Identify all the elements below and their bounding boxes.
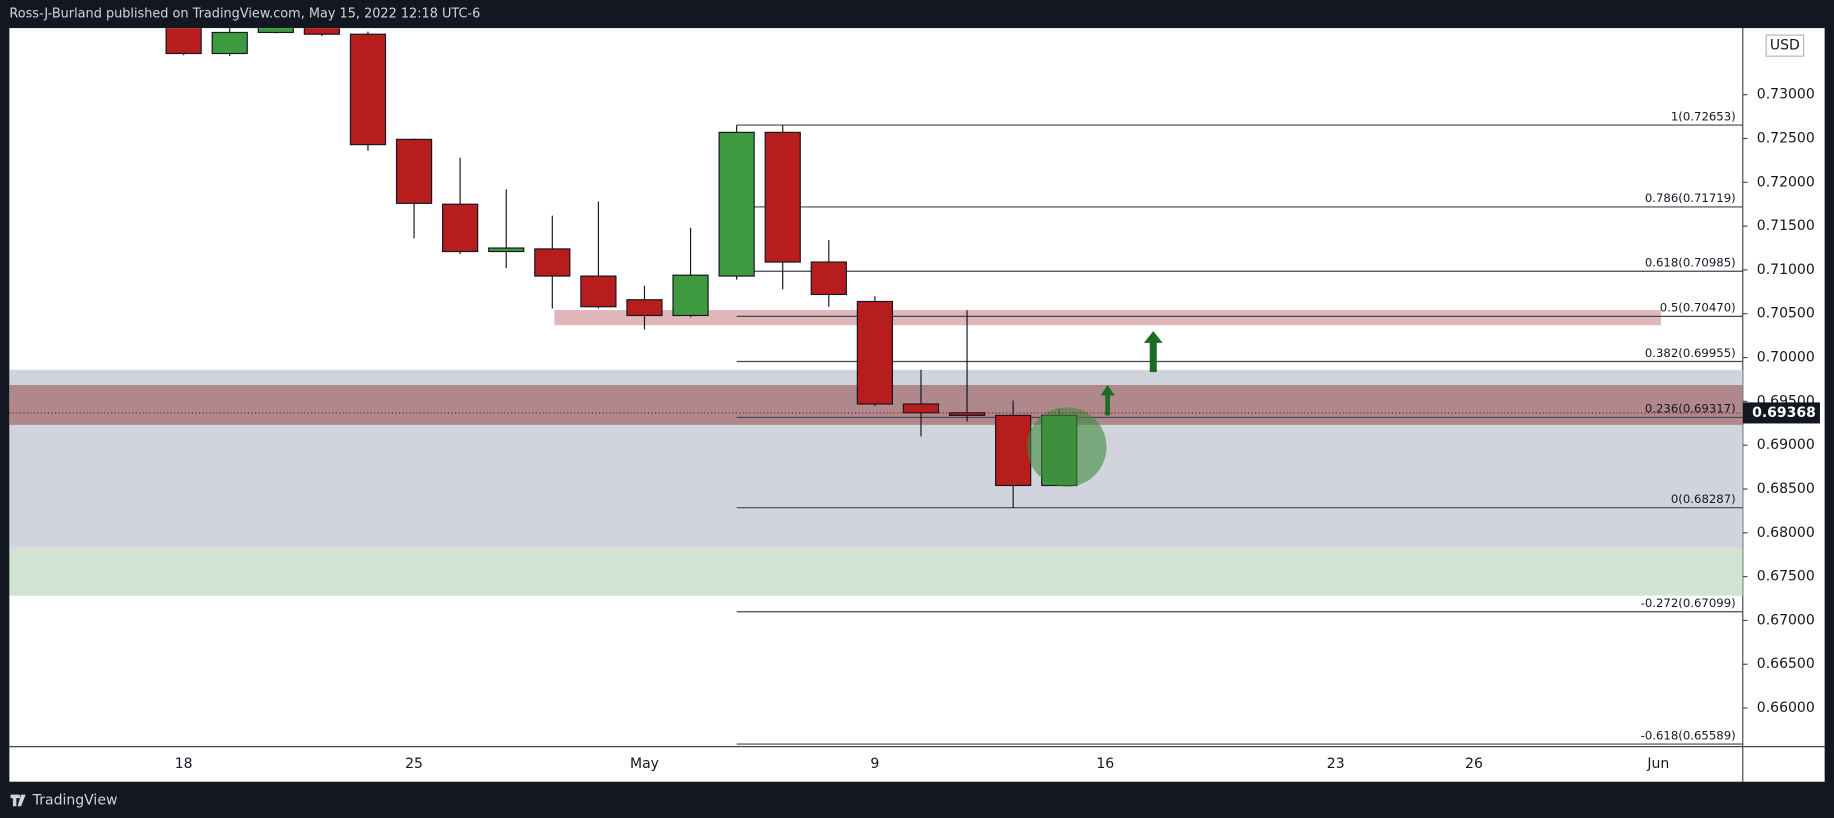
publisher-header: Ross-J-Burland published on TradingView.… xyxy=(9,7,480,22)
x-tick-label: 25 xyxy=(405,756,423,772)
candle-body xyxy=(165,28,202,55)
candle-body xyxy=(995,414,1032,487)
y-tick-label: 0.72500 xyxy=(1757,130,1815,146)
x-tick-label: May xyxy=(630,756,659,772)
zone xyxy=(9,547,1743,596)
fib-label: 1(0.72653) xyxy=(1671,109,1736,123)
candle-body xyxy=(580,275,617,308)
y-tick-label: 0.68500 xyxy=(1757,481,1815,497)
x-tick-label: 23 xyxy=(1327,756,1345,772)
candle-body xyxy=(303,28,341,35)
candle-body xyxy=(488,247,525,253)
candle-body xyxy=(856,300,894,405)
last-price-tag xyxy=(1742,402,1820,424)
y-tick-label: 0.67500 xyxy=(1757,569,1815,585)
y-tick-label: 0.71000 xyxy=(1757,262,1815,278)
fib-label: -0.618(0.65589) xyxy=(1641,728,1736,742)
fib-label: 0.236(0.69317) xyxy=(1645,402,1736,416)
y-tick-label: 0.70000 xyxy=(1757,350,1815,366)
fib-label: 0.786(0.71719) xyxy=(1645,191,1736,205)
candles xyxy=(165,28,1078,508)
arrow-up xyxy=(1143,331,1163,373)
y-tick-label: 0.69000 xyxy=(1757,437,1815,453)
candle-body xyxy=(948,412,986,416)
last-price-label: 0.69368 xyxy=(1752,405,1816,421)
brand: TradingView xyxy=(32,792,118,808)
x-tick-label: Jun xyxy=(1646,756,1669,772)
x-tick-label: 26 xyxy=(1465,756,1483,772)
axes: 0.66000 0.66500 0.67000 0.67500 0.68000 0.685… xyxy=(9,87,1820,772)
fib-label: -0.272(0.67099) xyxy=(1641,596,1736,610)
candle-body xyxy=(395,138,433,204)
fib-label: 0.618(0.70985) xyxy=(1645,256,1736,270)
candle-body xyxy=(810,261,847,296)
y-tick-label: 0.68000 xyxy=(1757,525,1815,541)
y-tick-label: 0.67000 xyxy=(1757,612,1815,628)
candle-body xyxy=(626,299,663,317)
y-tick-label: 0.73000 xyxy=(1757,87,1815,103)
x-tick-label: 18 xyxy=(175,756,193,772)
candle-body xyxy=(442,203,479,253)
y-tick-label: 0.70500 xyxy=(1757,306,1815,322)
y-tick-label: 0.72000 xyxy=(1757,174,1815,190)
y-tick-label: 0.66500 xyxy=(1757,656,1815,672)
currency: USD xyxy=(1770,38,1800,54)
x-tick-label: 16 xyxy=(1096,756,1114,772)
zones xyxy=(9,310,1743,596)
x-tick-label: 9 xyxy=(870,756,879,772)
candle-body xyxy=(257,28,294,34)
candle-body xyxy=(764,131,801,263)
candle-body xyxy=(211,31,248,55)
currency-box xyxy=(1765,34,1805,57)
fib-label: 0(0.68287) xyxy=(1671,492,1736,506)
candle-body xyxy=(902,403,940,414)
fib-levels: 1(0.72653) 0.786(0.71719) 0.618(0.70985) 0.… xyxy=(736,109,1743,745)
candle-body xyxy=(349,33,387,146)
fib-label: 0.382(0.69955) xyxy=(1645,346,1736,360)
highlight-circle xyxy=(1026,407,1107,487)
y-tick-label: 0.66000 xyxy=(1757,700,1815,716)
candle-body xyxy=(534,248,571,277)
arrow-up xyxy=(1100,385,1115,416)
candle-body xyxy=(672,274,709,317)
brand-logo xyxy=(10,794,26,807)
zone xyxy=(554,310,1661,326)
fib-label: 0.5(0.70470) xyxy=(1660,301,1736,315)
y-tick-label: 0.71500 xyxy=(1757,218,1815,234)
candle-body xyxy=(718,131,755,277)
